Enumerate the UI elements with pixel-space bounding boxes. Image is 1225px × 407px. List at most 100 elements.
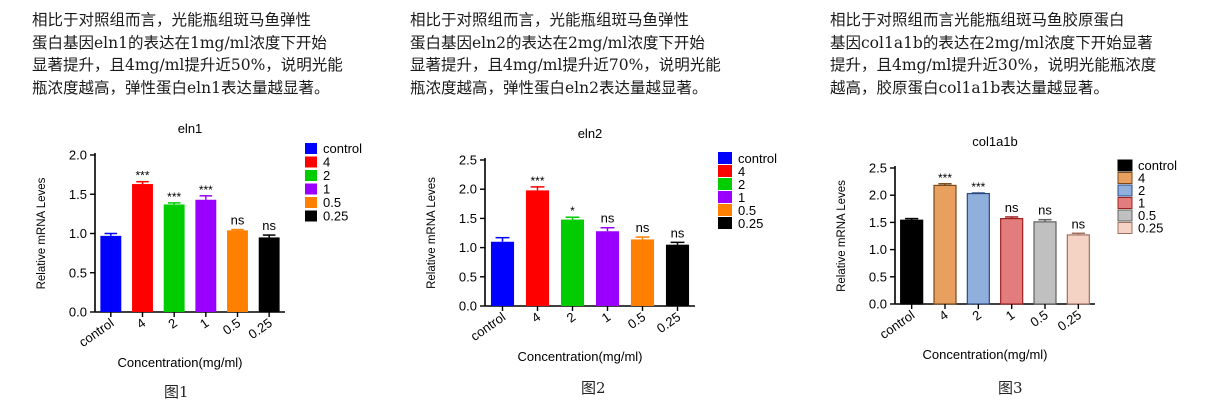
legend-label: 4 — [738, 164, 745, 179]
bar — [100, 235, 122, 312]
y-tick-label: 1.5 — [69, 187, 87, 202]
bar — [900, 219, 924, 305]
chart-col1a1b: col1a1b 0.0 0.5 1.0 1.5 2.0 2.5 Relative mRNA L… — [836, 134, 1177, 362]
x-tick-label: control — [76, 315, 117, 350]
figure-caption: 图3 — [998, 379, 1023, 397]
chart-eln2: eln2 0.0 0.5 1.0 1.5 2.0 2.5 Relative mRNA Leve… — [426, 126, 777, 364]
bar — [163, 204, 185, 312]
y-tick-label: 0.0 — [69, 305, 87, 320]
legend-label: 0.25 — [1138, 221, 1163, 236]
panel-eln1: 相比于对照组而言，光能瓶组斑马鱼弹性 蛋白基因eln1的表达在1mg/ml浓度下… — [0, 0, 400, 407]
significance-label: ns — [636, 220, 650, 235]
legend-swatch — [1117, 222, 1133, 234]
bar — [595, 231, 620, 306]
significance-label: ns — [262, 218, 276, 233]
bar — [933, 184, 957, 305]
chart-title: eln2 — [578, 126, 603, 141]
chart-title: eln1 — [178, 121, 203, 136]
y-tick-label: 1.5 — [459, 211, 477, 226]
legend-swatch — [718, 191, 732, 203]
x-tick-label: 4 — [529, 309, 544, 325]
significance-label: ns — [1005, 200, 1019, 215]
bar — [966, 192, 990, 305]
bar — [525, 190, 550, 306]
y-tick-label: 0.0 — [459, 299, 477, 314]
legend-swatch — [305, 197, 317, 208]
significance-label: ns — [601, 211, 615, 226]
bar — [258, 237, 280, 312]
y-tick-label: 0.5 — [869, 269, 887, 284]
x-axis-label: Concentration(mg/ml) — [923, 347, 1048, 362]
x-tick-label: 0.5 — [220, 315, 243, 338]
significance-label: ns — [231, 213, 245, 228]
y-tick-label: 1.0 — [459, 240, 477, 255]
legend-label: control — [1138, 158, 1177, 173]
legend-label: 0.5 — [323, 195, 341, 210]
x-tick-label: 0.25 — [654, 309, 683, 336]
legend-label: control — [323, 141, 362, 156]
x-tick-label: control — [468, 309, 509, 344]
panel-description: 相比于对照组而言光能瓶组斑马鱼胶原蛋白 基因col1a1b的表达在2mg/ml浓… — [830, 11, 1157, 97]
panel-col1a1b: 相比于对照组而言光能瓶组斑马鱼胶原蛋白 基因col1a1b的表达在2mg/ml浓… — [800, 0, 1200, 407]
bar — [630, 239, 655, 306]
legend-swatch — [718, 178, 732, 190]
y-tick-label: 2.5 — [459, 153, 477, 168]
x-axis-label: Concentration(mg/ml) — [518, 349, 643, 364]
bar — [195, 199, 217, 312]
legend-swatch — [1117, 159, 1133, 172]
x-tick-label: 4 — [134, 315, 149, 331]
legend-label: 0.25 — [323, 209, 348, 224]
y-tick-label: 2.0 — [869, 188, 887, 203]
legend-swatch — [718, 152, 732, 164]
legend-label: 2 — [738, 177, 745, 192]
y-tick-label: 2.0 — [459, 182, 477, 197]
panel-description: 相比于对照组而言，光能瓶组斑马鱼弹性 蛋白基因eln2的表达在2mg/ml浓度下… — [410, 11, 721, 97]
legend-swatch — [305, 183, 317, 195]
legend-label: 1 — [738, 190, 745, 205]
x-tick-label: 0.25 — [246, 315, 275, 342]
y-tick-label: 1.5 — [869, 215, 887, 230]
x-tick-label: 2 — [165, 315, 180, 331]
bar — [132, 184, 153, 312]
x-tick-label: 2 — [564, 309, 579, 325]
legend-swatch — [1117, 197, 1133, 209]
chart-eln1: eln1 0.0 0.5 1.0 1.5 2.0 Relative mRNA Leves co… — [36, 121, 362, 370]
panel-description: 相比于对照组而言，光能瓶组斑马鱼弹性 蛋白基因eln1的表达在1mg/ml浓度下… — [32, 11, 343, 97]
legend-label: 1 — [1138, 196, 1145, 211]
bar — [560, 219, 585, 306]
panel-eln2: 相比于对照组而言，光能瓶组斑马鱼弹性 蛋白基因eln2的表达在2mg/ml浓度下… — [400, 0, 800, 407]
x-axis-label: Concentration(mg/ml) — [118, 355, 243, 370]
legend-label: 1 — [323, 182, 330, 197]
bar — [490, 241, 515, 306]
bar — [1000, 217, 1024, 305]
legend-label: control — [738, 151, 777, 166]
significance-label: *** — [135, 169, 149, 183]
significance-label: *** — [530, 174, 544, 188]
significance-label: ns — [671, 225, 685, 240]
significance-label: *** — [199, 183, 213, 197]
significance-label: * — [570, 204, 575, 218]
x-tick-label: 1 — [197, 315, 212, 331]
legend-swatch — [1117, 184, 1133, 197]
bar — [227, 230, 248, 312]
x-tick-label: 0.5 — [625, 309, 648, 332]
y-tick-label: 2.0 — [69, 148, 87, 163]
x-tick-label: 1 — [599, 309, 614, 325]
x-tick-label: control — [877, 307, 918, 342]
y-tick-label: 1.0 — [69, 226, 87, 241]
bar — [1033, 221, 1057, 305]
significance-label: ns — [1038, 203, 1052, 218]
legend-swatch — [305, 210, 317, 222]
legend-label: 0.5 — [738, 203, 756, 218]
significance-label: *** — [971, 180, 985, 194]
legend-swatch — [718, 204, 732, 216]
x-tick-label: 4 — [936, 307, 951, 323]
legend-label: 0.25 — [738, 216, 763, 231]
significance-label: ns — [1071, 216, 1085, 231]
legend-label: 4 — [323, 155, 330, 170]
legend-swatch — [305, 143, 317, 154]
y-axis-label: Relative mRNA Leves — [836, 180, 848, 292]
figure-caption: 图1 — [164, 383, 189, 401]
legend-label: 2 — [1138, 183, 1145, 198]
legend-label: 2 — [323, 168, 330, 183]
